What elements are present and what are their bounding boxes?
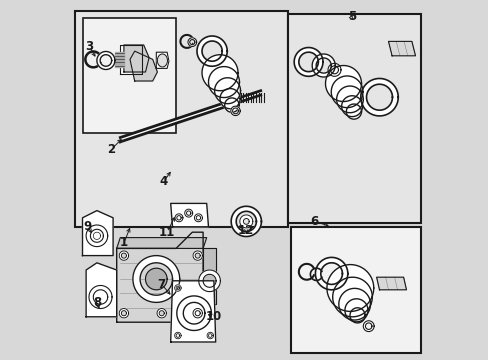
Polygon shape: [130, 51, 157, 81]
Polygon shape: [203, 248, 215, 304]
Polygon shape: [330, 76, 362, 108]
Polygon shape: [170, 281, 215, 342]
Polygon shape: [170, 203, 208, 227]
Polygon shape: [344, 299, 367, 322]
Polygon shape: [175, 214, 183, 222]
Polygon shape: [224, 98, 239, 112]
Bar: [291, 227, 420, 353]
Polygon shape: [157, 309, 166, 318]
Polygon shape: [145, 268, 167, 290]
Polygon shape: [117, 232, 203, 322]
Polygon shape: [174, 285, 181, 291]
Polygon shape: [89, 285, 112, 309]
Polygon shape: [376, 277, 406, 290]
Text: 9: 9: [83, 220, 92, 233]
Polygon shape: [82, 211, 113, 256]
Polygon shape: [294, 48, 322, 76]
Polygon shape: [220, 89, 240, 109]
Polygon shape: [360, 78, 397, 116]
Polygon shape: [199, 270, 220, 292]
Polygon shape: [193, 309, 202, 318]
Polygon shape: [363, 321, 373, 332]
Text: 7: 7: [157, 278, 165, 291]
Polygon shape: [311, 54, 335, 77]
Polygon shape: [231, 206, 261, 237]
Polygon shape: [315, 257, 347, 290]
Text: 1: 1: [120, 237, 128, 249]
Polygon shape: [174, 332, 181, 339]
Polygon shape: [193, 251, 202, 260]
Polygon shape: [119, 309, 128, 318]
Polygon shape: [117, 238, 206, 248]
Text: 12: 12: [238, 224, 254, 237]
Text: 4: 4: [159, 175, 167, 188]
Polygon shape: [197, 36, 227, 66]
Polygon shape: [325, 66, 361, 102]
Polygon shape: [184, 209, 192, 217]
Text: 5: 5: [347, 10, 355, 23]
Polygon shape: [115, 52, 123, 67]
Polygon shape: [326, 265, 373, 311]
Polygon shape: [86, 263, 117, 317]
Bar: [82, 18, 176, 133]
Polygon shape: [338, 288, 370, 320]
Text: 10: 10: [205, 310, 222, 323]
Polygon shape: [120, 91, 260, 142]
Polygon shape: [97, 51, 115, 69]
Polygon shape: [133, 256, 179, 302]
Text: 6: 6: [310, 215, 318, 228]
Polygon shape: [336, 86, 363, 113]
Polygon shape: [194, 214, 202, 222]
Polygon shape: [93, 232, 101, 239]
Polygon shape: [119, 251, 128, 260]
Polygon shape: [239, 215, 252, 228]
Polygon shape: [86, 225, 107, 247]
Polygon shape: [341, 96, 362, 117]
Polygon shape: [156, 52, 168, 68]
Polygon shape: [187, 38, 196, 46]
Polygon shape: [202, 55, 238, 91]
Polygon shape: [206, 332, 213, 339]
Polygon shape: [387, 41, 415, 56]
Text: 11: 11: [159, 226, 175, 239]
Polygon shape: [177, 296, 211, 330]
Polygon shape: [157, 54, 167, 67]
Polygon shape: [123, 45, 149, 72]
Polygon shape: [208, 67, 239, 98]
Polygon shape: [214, 78, 240, 104]
Text: 2: 2: [107, 143, 115, 156]
Text: 8: 8: [93, 296, 101, 309]
Polygon shape: [327, 63, 340, 76]
Bar: [287, 14, 420, 223]
Polygon shape: [120, 45, 142, 74]
Polygon shape: [230, 106, 240, 116]
Polygon shape: [332, 277, 371, 317]
Polygon shape: [349, 308, 365, 323]
Text: 3: 3: [85, 40, 94, 53]
Bar: [75, 11, 287, 227]
Polygon shape: [346, 104, 361, 119]
